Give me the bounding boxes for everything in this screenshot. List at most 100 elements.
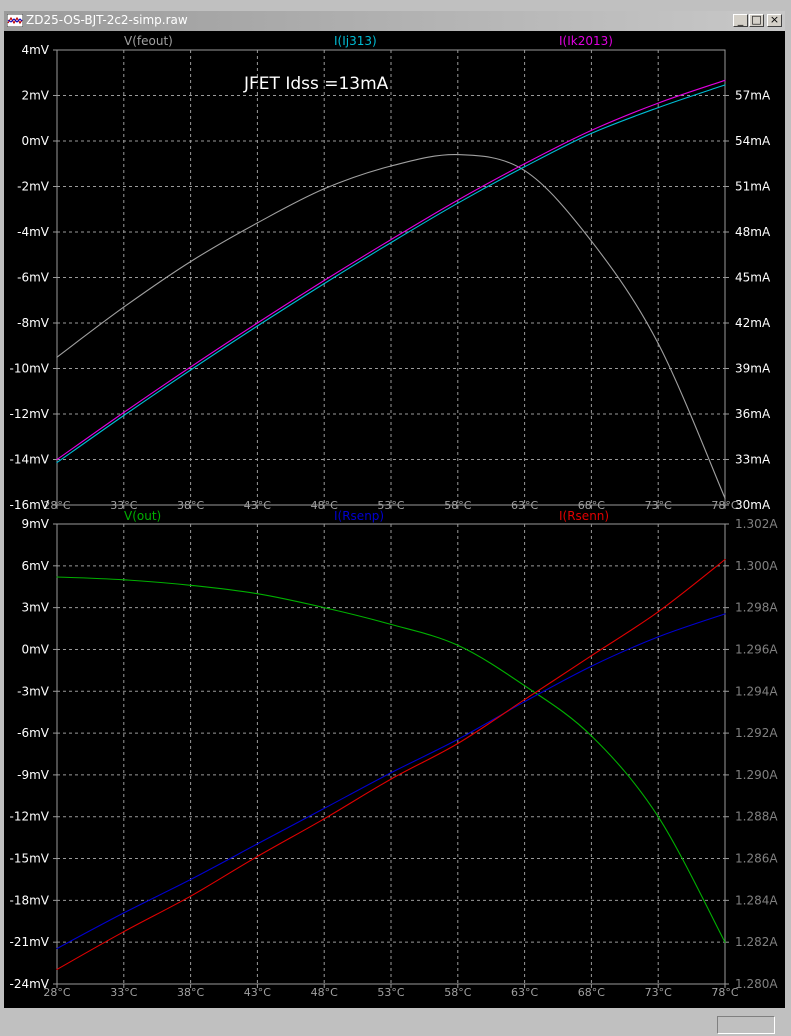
data-point — [524, 685, 526, 687]
y-right-tick-label: 30mA — [735, 498, 771, 512]
data-point — [590, 665, 593, 667]
data-point — [657, 611, 659, 613]
y-right-tick-label: 54mA — [735, 134, 771, 148]
y-right-tick-label: 1.292A — [735, 726, 778, 740]
y-right-tick-label: 1.282A — [735, 935, 778, 949]
x-tick-label: 58°C — [444, 986, 471, 999]
data-point — [56, 356, 58, 358]
data-point — [657, 102, 659, 104]
data-point — [323, 188, 325, 190]
data-point — [590, 240, 593, 242]
plot-frame — [56, 49, 726, 506]
y-right-tick-label: 1.296A — [735, 642, 778, 656]
data-point — [56, 576, 58, 578]
legend-entry: V(out) — [124, 509, 161, 523]
data-point — [390, 772, 392, 774]
y-left-tick-label: -4mV — [17, 225, 50, 239]
legend-entry: I(Rsenp) — [334, 509, 384, 523]
close-icon: × — [769, 13, 780, 26]
y-left-tick-label: -21mV — [10, 935, 50, 949]
data-point — [190, 366, 192, 368]
data-point — [123, 306, 125, 308]
y-left-tick-label: -10mV — [10, 362, 50, 376]
y-right-tick-label: 1.294A — [735, 684, 778, 698]
y-right-tick-label: 1.288A — [735, 810, 778, 824]
data-point — [256, 843, 258, 845]
y-left-tick-label: -2mV — [17, 180, 50, 194]
y-right-tick-label: 1.290A — [735, 768, 778, 782]
data-point — [323, 282, 325, 285]
data-point — [524, 169, 526, 172]
data-point — [123, 411, 125, 414]
status-bar — [0, 1012, 791, 1036]
data-point — [590, 655, 593, 657]
minimize-icon: _ — [737, 13, 744, 26]
data-point — [524, 166, 526, 168]
window-title: ZD25-OS-BJT-2c2-simp.raw — [26, 13, 188, 27]
data-point — [56, 458, 58, 461]
title-bar[interactable]: ZD25-OS-BJT-2c2-simp.raw _ □ × — [4, 11, 785, 31]
data-point — [390, 242, 392, 244]
y-left-tick-label: -14mV — [10, 453, 50, 467]
y-left-tick-label: 0mV — [21, 642, 49, 656]
x-tick-label: 53°C — [377, 986, 404, 999]
maximize-button[interactable]: □ — [749, 13, 764, 27]
data-point — [123, 912, 125, 914]
y-right-tick-label: 42mA — [735, 316, 771, 330]
data-point — [457, 644, 459, 646]
data-point — [457, 202, 459, 204]
data-point — [724, 497, 726, 499]
data-point — [123, 931, 125, 933]
y-right-tick-label: 1.280A — [735, 977, 778, 991]
y-right-tick-label: 51mA — [735, 180, 771, 194]
y-right-tick-label: 39mA — [735, 362, 771, 376]
data-point — [524, 163, 526, 165]
y-right-tick-label: 1.302A — [735, 517, 778, 531]
x-tick-label: 33°C — [110, 986, 137, 999]
data-point — [123, 414, 125, 417]
maximize-icon: □ — [751, 13, 762, 26]
y-right-tick-label: 36mA — [735, 407, 771, 421]
series-line — [56, 576, 726, 943]
close-button[interactable]: × — [767, 13, 782, 27]
y-right-tick-label: 1.286A — [735, 852, 778, 866]
data-point — [56, 968, 58, 970]
data-point — [56, 461, 58, 464]
minimize-button[interactable]: _ — [733, 13, 748, 27]
x-tick-label: 68°C — [578, 986, 605, 999]
data-point — [657, 816, 659, 818]
waveform-icon — [7, 14, 23, 27]
y-right-tick-label: 1.284A — [735, 893, 778, 907]
data-point — [590, 735, 593, 737]
x-tick-label: 63°C — [511, 986, 538, 999]
data-point — [657, 107, 659, 109]
data-point — [390, 778, 392, 780]
plot-area[interactable]: 28°C 33°C 38°C 43°C 48°C 53°C 58°C 63°C 68°C 73°C… — [4, 31, 785, 1008]
x-tick-label: 48°C — [311, 986, 338, 999]
data-point — [190, 369, 192, 371]
data-point — [323, 818, 325, 820]
series-line — [56, 79, 726, 460]
y-left-tick-label: -6mV — [17, 271, 50, 285]
data-point — [123, 579, 125, 581]
data-point — [524, 699, 526, 701]
data-point — [590, 132, 593, 135]
data-point — [724, 84, 726, 86]
legend-entry: I(Ij313) — [334, 34, 377, 48]
y-right-tick-label: 1.298A — [735, 601, 778, 615]
y-left-tick-label: 9mV — [21, 517, 49, 531]
y-left-tick-label: -16mV — [10, 498, 50, 512]
y-left-tick-label: -3mV — [17, 684, 50, 698]
y-left-tick-label: -9mV — [17, 768, 50, 782]
y-left-tick-label: 3mV — [21, 601, 49, 615]
data-point — [256, 593, 258, 595]
x-tick-label: 28°C — [43, 986, 70, 999]
data-point — [590, 129, 593, 131]
annotation-label: JFET Idss =13mA — [243, 74, 389, 94]
waveform-plots[interactable]: 28°C 33°C 38°C 43°C 48°C 53°C 58°C 63°C 68°C 73°C… — [4, 31, 785, 1008]
data-point — [724, 558, 726, 561]
data-point — [457, 742, 459, 745]
data-point — [323, 279, 325, 282]
data-point — [56, 947, 58, 950]
